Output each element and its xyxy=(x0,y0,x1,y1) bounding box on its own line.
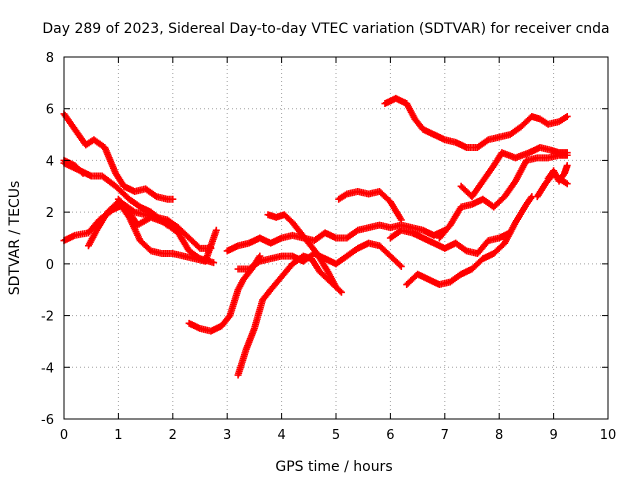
x-tick-label: 5 xyxy=(332,428,340,443)
y-axis-label: SDTVAR / TECUs xyxy=(7,181,23,296)
y-tick-label: 0 xyxy=(46,258,54,273)
series-13 xyxy=(381,94,571,151)
x-tick-label: 1 xyxy=(114,428,122,443)
series-6 xyxy=(114,195,218,267)
x-tick-label: 4 xyxy=(277,428,285,443)
x-tick-label: 2 xyxy=(169,428,177,443)
series-markers xyxy=(114,195,218,267)
series-markers xyxy=(381,94,571,151)
x-tick-label: 6 xyxy=(386,428,394,443)
y-tick-label: 4 xyxy=(46,154,54,169)
x-tick-label: 3 xyxy=(223,428,231,443)
chart-title: Day 289 of 2023, Sidereal Day-to-day VTE… xyxy=(42,21,609,37)
series-19 xyxy=(544,162,571,185)
y-tick-label: -6 xyxy=(41,413,54,428)
series-markers xyxy=(457,144,571,201)
x-tick-label: 10 xyxy=(600,428,617,443)
axis-ticks: 0 1 2 3 4 5 6 7 8 9 10 -6 -4 -2 0 2 4 6 8 xyxy=(41,51,616,443)
series-markers xyxy=(264,211,340,291)
y-tick-label: 8 xyxy=(46,51,54,66)
series-15 xyxy=(403,193,536,289)
x-tick-label: 9 xyxy=(549,428,557,443)
y-tick-label: 2 xyxy=(46,206,54,221)
y-tick-label: -2 xyxy=(41,310,54,325)
y-tick-label: -4 xyxy=(41,361,54,376)
x-tick-label: 8 xyxy=(495,428,503,443)
series-markers xyxy=(335,187,405,224)
x-tick-label: 7 xyxy=(441,428,449,443)
series-11 xyxy=(264,211,340,291)
series-markers xyxy=(386,226,514,258)
series-17 xyxy=(457,144,571,201)
series-16 xyxy=(435,151,571,242)
y-tick-label: 6 xyxy=(46,103,54,118)
series-9 xyxy=(223,221,449,255)
series-markers xyxy=(84,198,220,265)
series-14 xyxy=(386,226,514,258)
series-markers xyxy=(234,252,345,379)
x-tick-label: 0 xyxy=(60,428,68,443)
x-axis-label: GPS time / hours xyxy=(275,459,392,475)
series-markers xyxy=(403,193,536,289)
series-markers xyxy=(435,151,571,242)
series-5 xyxy=(84,198,220,265)
data-marks xyxy=(60,94,571,379)
series-markers xyxy=(223,221,449,255)
series-markers xyxy=(544,162,571,185)
series-12 xyxy=(335,187,405,224)
series-8 xyxy=(234,252,345,379)
